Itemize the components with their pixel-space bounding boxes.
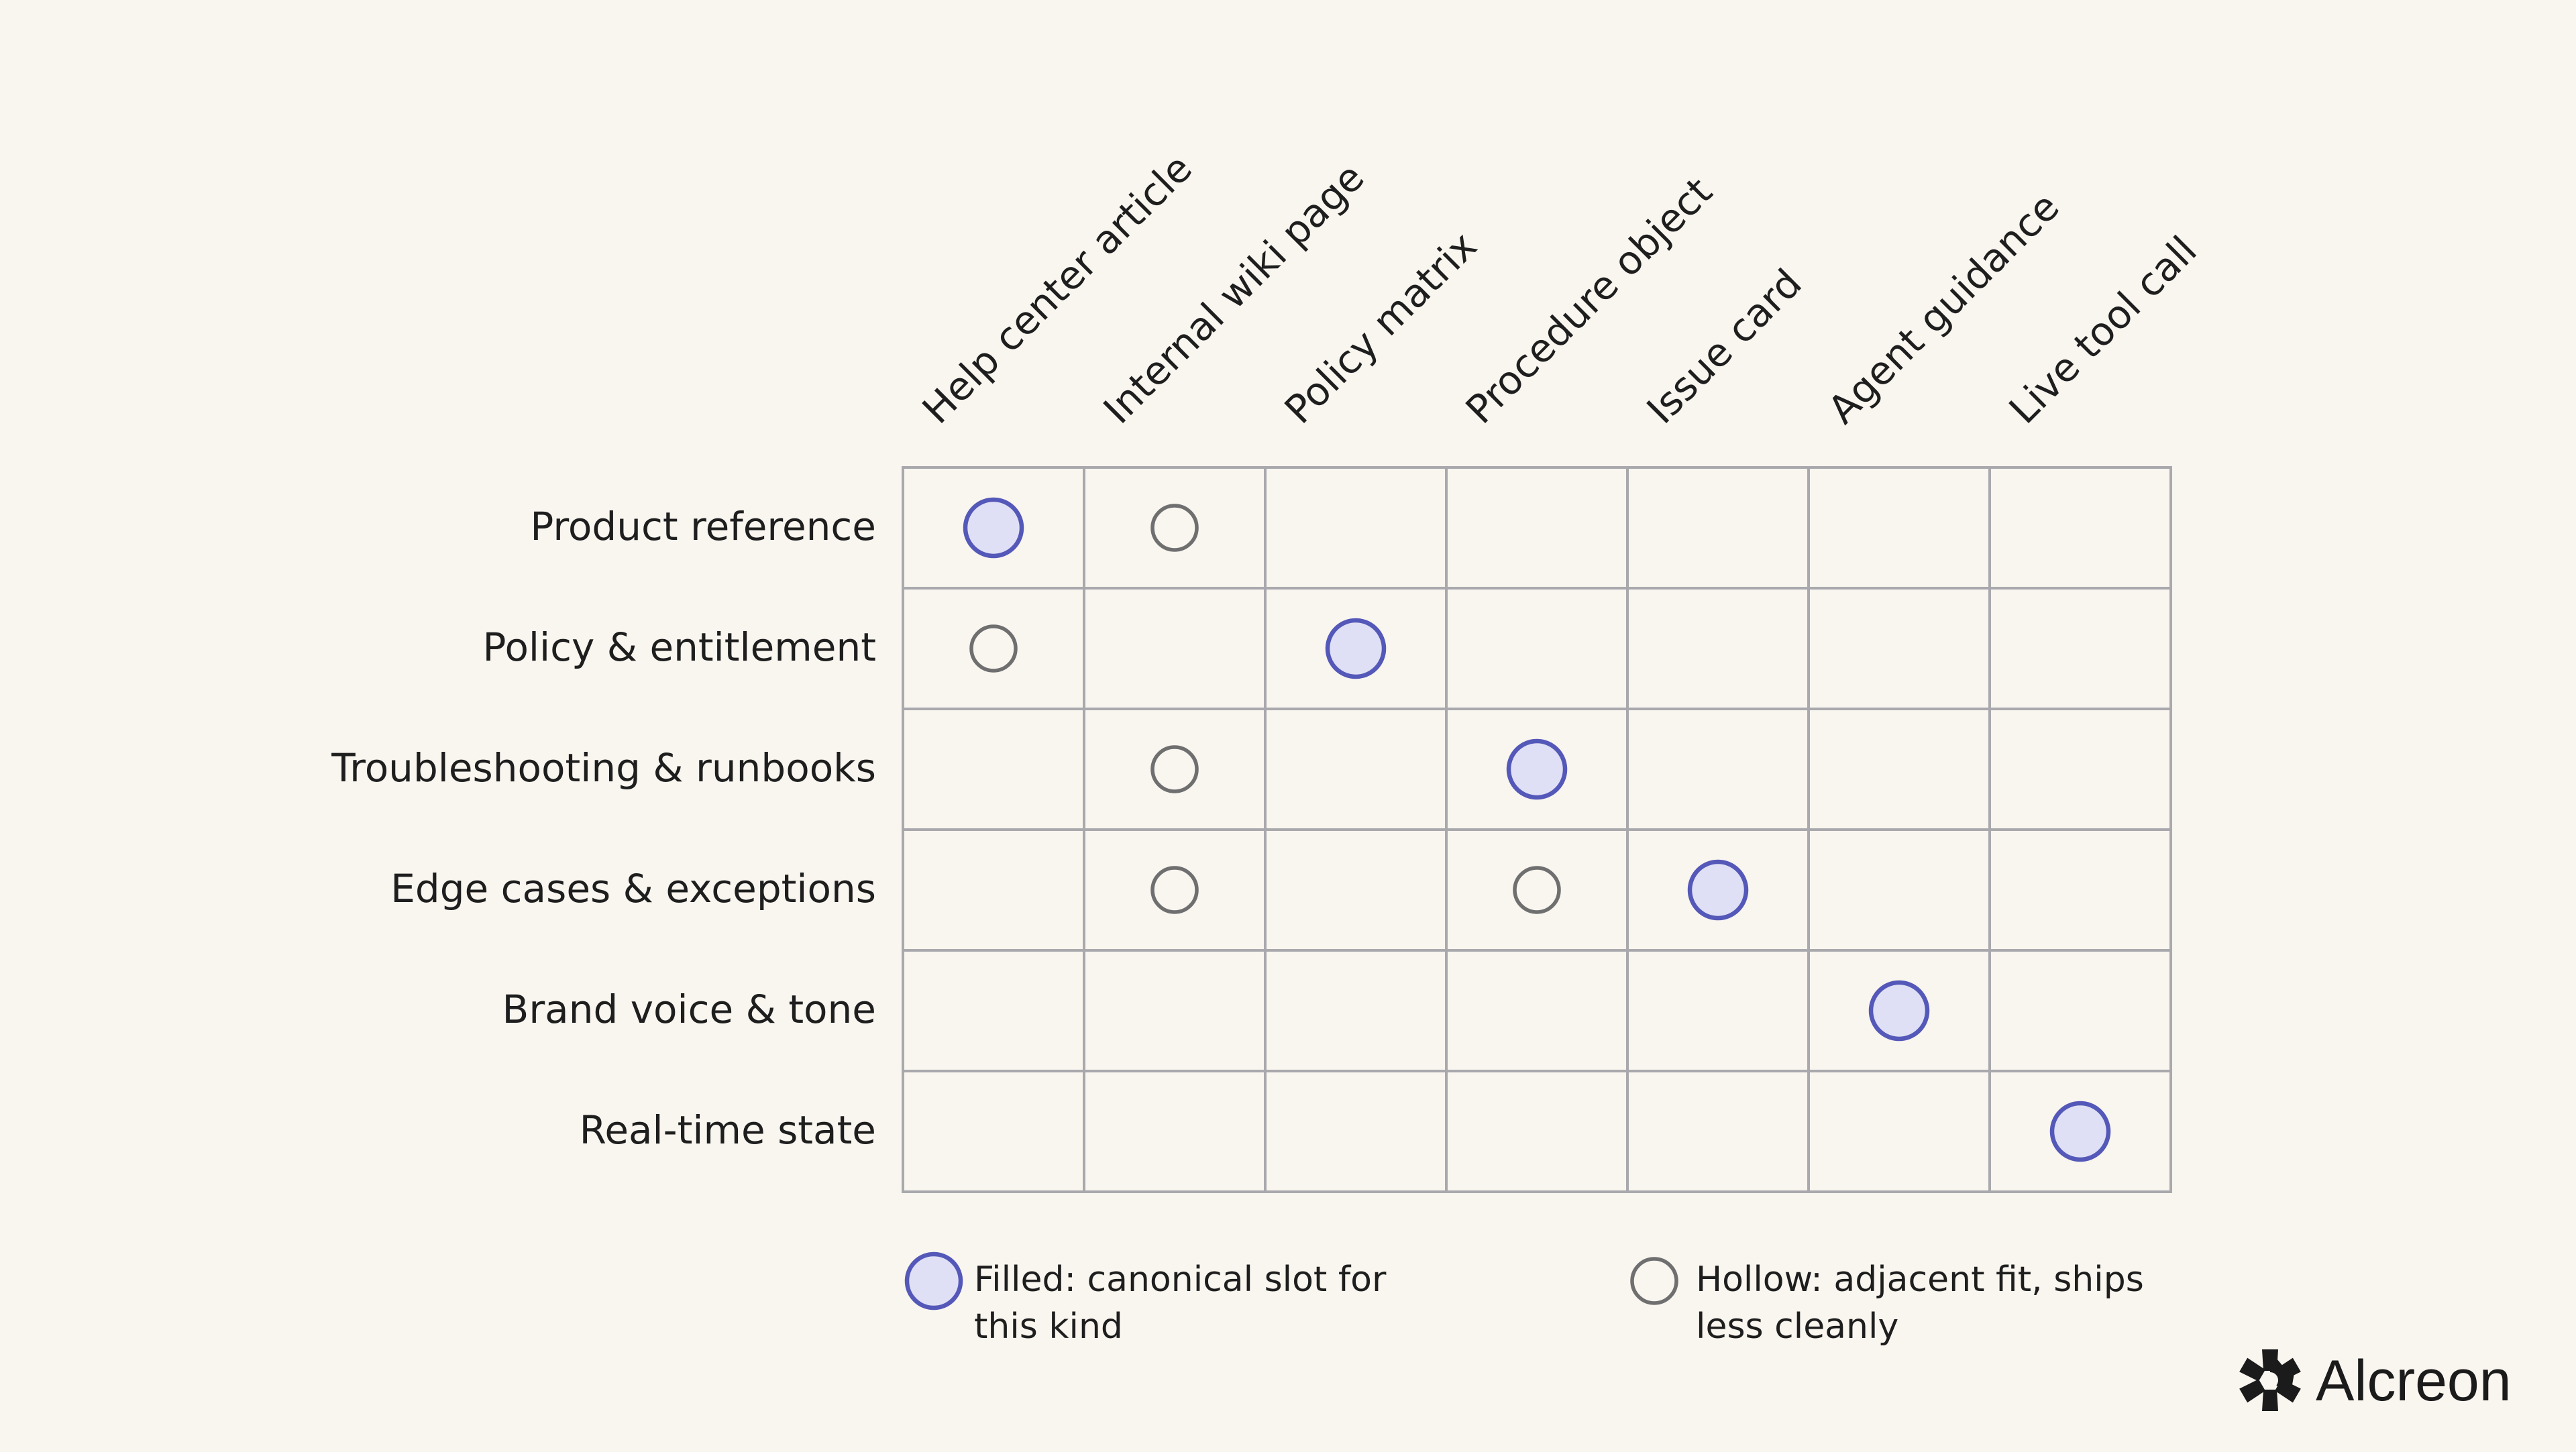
filled-marker-troubleshooting-and-runbooks-procedure-object <box>1506 738 1568 800</box>
brand-logo: Alcreon <box>2239 1349 2512 1413</box>
legend-hollow-line-1: Hollow: adjacent fit, ships <box>1696 1260 2144 1300</box>
legend: Filled: canonical slot for this kind Hol… <box>904 1251 2144 1347</box>
alcreon-logo-icon <box>2239 1349 2301 1411</box>
legend-hollow-line-2: less cleanly <box>1696 1306 1898 1347</box>
row-label-troubleshooting-and-runbooks: Troubleshooting & runbooks <box>331 745 876 791</box>
legend-filled-line-2: this kind <box>974 1306 1123 1347</box>
row-label-brand-voice-and-tone: Brand voice & tone <box>502 987 876 1032</box>
filled-marker-product-reference-help-center-article <box>963 497 1024 559</box>
hollow-marker-product-reference-internal-wiki-page <box>1150 504 1199 552</box>
row-label-edge-cases-and-exceptions: Edge cases & exceptions <box>390 866 876 911</box>
row-label-product-reference: Product reference <box>530 504 876 549</box>
legend-hollow: Hollow: adjacent fit, ships less cleanly <box>1630 1257 2144 1347</box>
grid <box>902 466 2172 1193</box>
row-label-real-time-state: Real-time state <box>580 1107 876 1153</box>
legend-filled-marker <box>904 1251 963 1310</box>
filled-marker-brand-voice-and-tone-agent-guidance <box>1868 980 1930 1042</box>
hollow-marker-troubleshooting-and-runbooks-internal-wiki-page <box>1150 745 1199 793</box>
legend-filled: Filled: canonical slot for this kind <box>904 1251 1387 1347</box>
legend-filled-line-1: Filled: canonical slot for <box>974 1260 1387 1300</box>
matrix-markers <box>963 497 2111 1162</box>
hollow-marker-policy-and-entitlement-help-center-article <box>969 624 1018 673</box>
filled-marker-edge-cases-and-exceptions-issue-card <box>1687 859 1749 921</box>
column-label-policy-matrix: Policy matrix <box>1276 223 1486 433</box>
hollow-marker-edge-cases-and-exceptions-procedure-object <box>1513 866 1561 914</box>
filled-marker-real-time-state-live-tool-call <box>2049 1101 2111 1162</box>
row-label-policy-and-entitlement: Policy & entitlement <box>483 624 876 670</box>
column-label-live-tool-call: Live tool call <box>2000 227 2206 433</box>
legend-hollow-marker <box>1630 1257 1678 1305</box>
row-labels: Product reference Policy & entitlement Tro… <box>331 504 876 1153</box>
brand-name: Alcreon <box>2316 1349 2512 1413</box>
column-label-issue-card: Issue card <box>1638 260 1811 433</box>
hollow-marker-edge-cases-and-exceptions-internal-wiki-page <box>1150 866 1199 914</box>
filled-marker-policy-and-entitlement-policy-matrix <box>1325 618 1387 679</box>
